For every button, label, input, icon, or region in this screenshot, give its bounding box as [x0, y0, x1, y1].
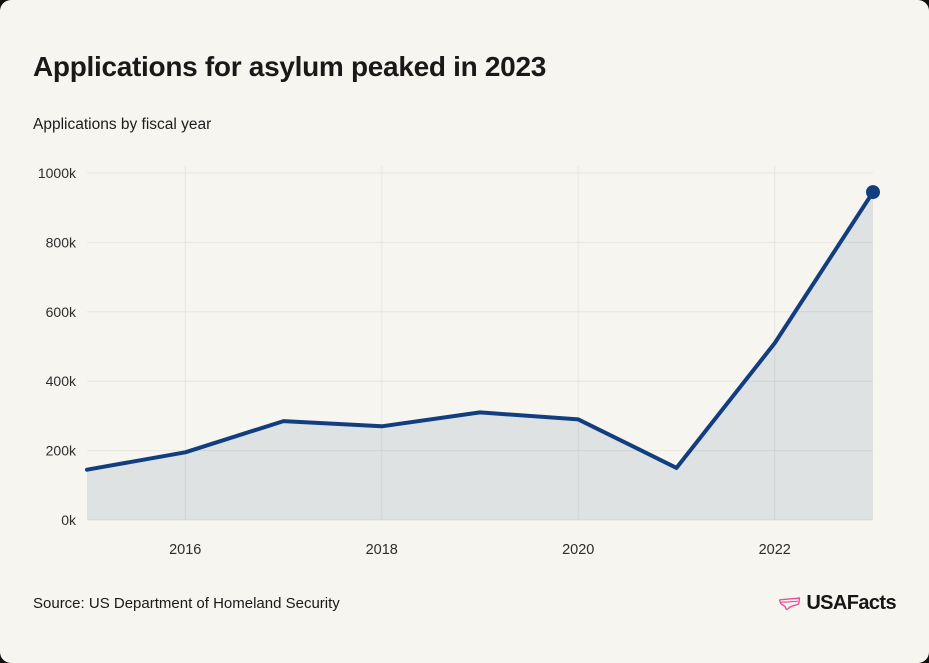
x-tick-label: 2016: [169, 542, 201, 558]
horizontal-gridlines: [87, 172, 873, 521]
y-tick-label: 400k: [46, 373, 77, 389]
vertical-gridlines: [184, 166, 776, 520]
y-tick-label: 1000k: [38, 165, 77, 181]
x-tick-label: 2022: [759, 542, 791, 558]
source-attribution: Source: US Department of Homeland Securi…: [33, 595, 340, 612]
x-axis-labels: 2016 2018 2020 2022: [169, 542, 791, 558]
usafacts-wordmark: USAFacts: [806, 591, 896, 614]
page-title: Applications for asylum peaked in 2023: [33, 51, 546, 82]
usafacts-map-icon: [779, 597, 801, 610]
y-tick-label: 200k: [46, 443, 77, 459]
x-tick-label: 2018: [366, 542, 398, 558]
y-tick-label: 0k: [61, 512, 77, 528]
end-point-marker: [866, 185, 880, 200]
area-fill: [87, 192, 873, 520]
y-axis-labels: 0k 200k 400k 600k 800k 1000k: [38, 165, 77, 528]
usafacts-logo-link[interactable]: USAFacts: [778, 590, 897, 616]
chart-subtitle: Applications by fiscal year: [33, 116, 212, 133]
y-tick-label: 600k: [46, 304, 77, 320]
y-tick-label: 800k: [46, 234, 77, 250]
x-tick-label: 2020: [562, 542, 594, 558]
data-line: [85, 190, 875, 472]
